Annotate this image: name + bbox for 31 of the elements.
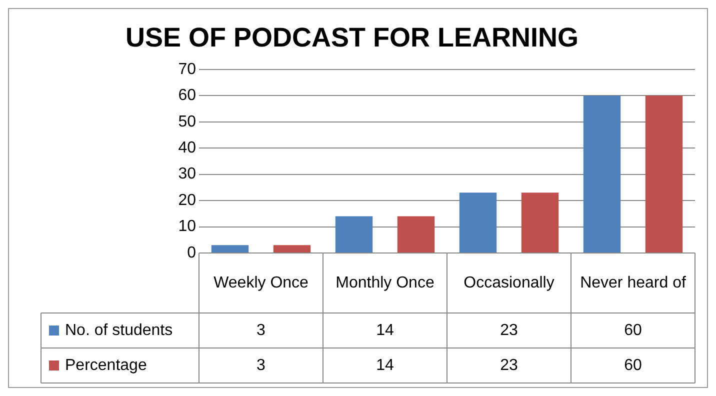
y-tick-label: 30 [178, 166, 196, 183]
data-label: 3 [256, 322, 266, 339]
y-tick-label: 60 [178, 87, 196, 104]
y-tick-label: 10 [178, 218, 196, 236]
data-label: 3 [256, 356, 266, 374]
bar [521, 192, 559, 252]
data-label: 60 [624, 322, 642, 339]
data-label: 14 [376, 356, 394, 374]
data-label: 60 [624, 356, 642, 374]
x-tick-label: Monthly Once [336, 274, 434, 292]
x-tick-label: Occasionally [464, 274, 554, 292]
bar [397, 216, 435, 252]
legend-label: Percentage [65, 356, 147, 374]
bar [211, 245, 249, 252]
chart-title: USE OF PODCAST FOR LEARNING [125, 22, 579, 53]
y-tick-label: 20 [178, 192, 196, 209]
bar [459, 192, 497, 252]
data-label: 14 [376, 322, 394, 339]
y-tick-label: 0 [187, 244, 196, 262]
x-tick-label: Weekly Once [214, 274, 309, 292]
bar [273, 245, 311, 252]
bar [583, 96, 621, 252]
legend-label: No. of students [65, 322, 173, 339]
bar [645, 96, 683, 252]
data-label: 23 [500, 356, 518, 374]
y-tick-label: 70 [178, 60, 196, 78]
y-tick-label: 40 [178, 139, 196, 156]
data-label: 23 [500, 322, 518, 339]
y-tick-label: 50 [178, 113, 196, 130]
bar [335, 216, 373, 252]
x-tick-label: Never heard of [580, 274, 686, 292]
